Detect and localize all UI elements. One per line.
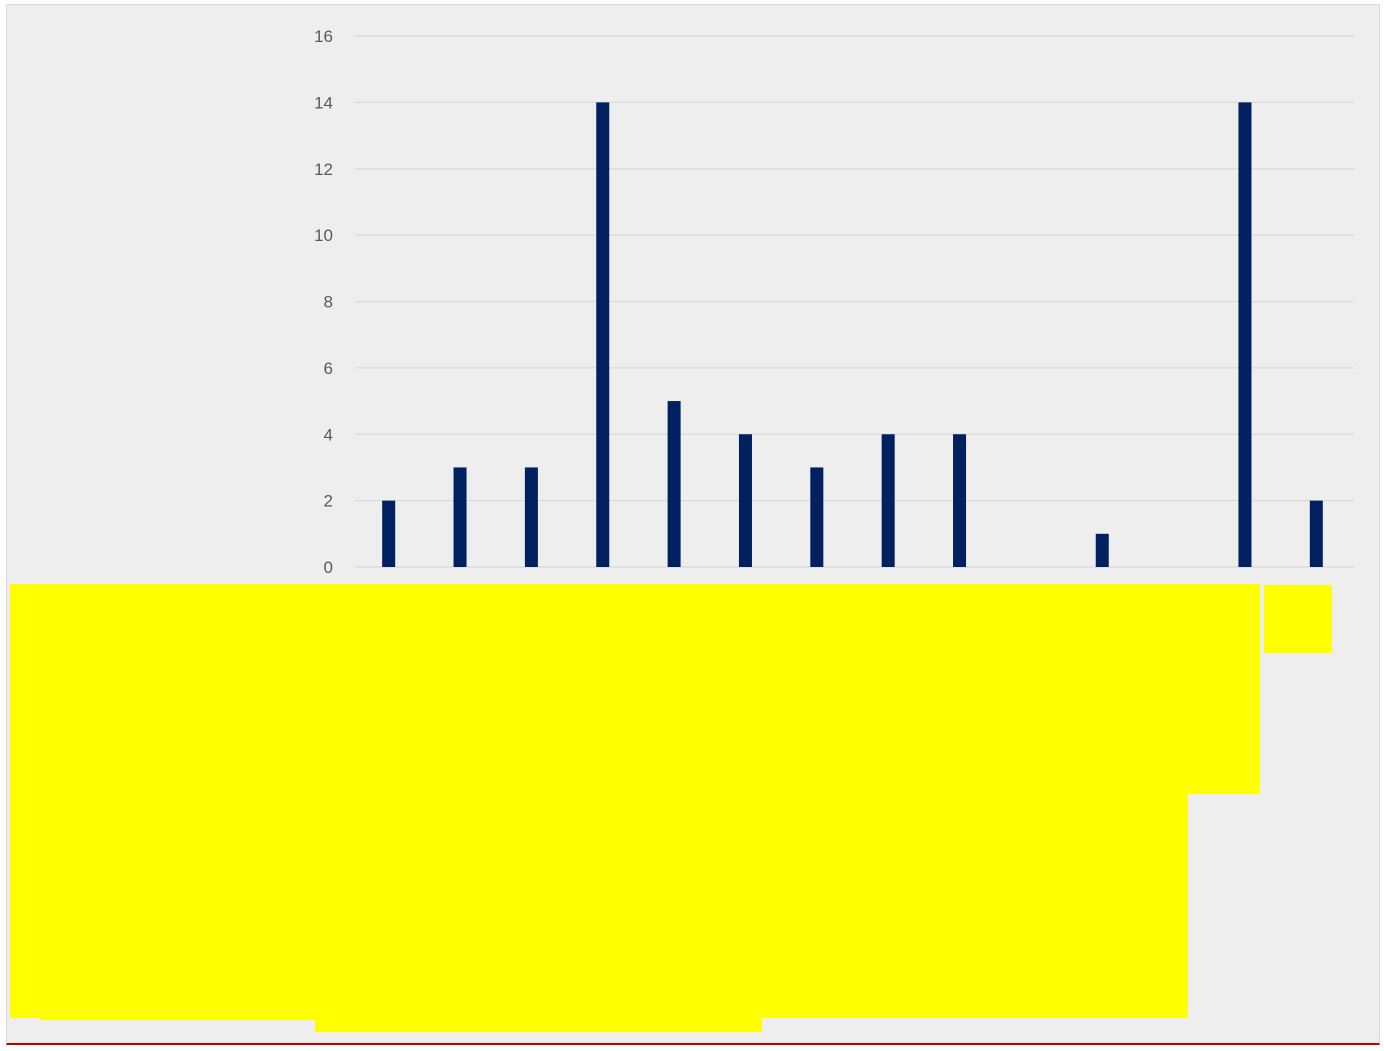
label-highlight-region-4 [315, 1010, 762, 1032]
label-highlight-region-1 [10, 584, 1260, 794]
label-highlight-region-3 [40, 980, 315, 1020]
y-tick-label-14: 14 [314, 93, 333, 112]
y-tick-label-12: 12 [314, 160, 333, 179]
bar-8 [881, 434, 895, 567]
y-tick-label-2: 2 [324, 492, 333, 511]
bars [382, 102, 1323, 567]
bar-4 [596, 102, 610, 567]
bar-14 [1309, 500, 1323, 567]
category-label-highlight [10, 584, 1332, 1032]
y-tick-label-8: 8 [324, 293, 333, 312]
bar-5 [667, 401, 681, 567]
bar-11 [1095, 533, 1109, 567]
y-tick-label-16: 16 [314, 27, 333, 46]
gridlines [355, 35, 1354, 568]
bar-7 [810, 467, 824, 567]
y-tick-label-6: 6 [324, 359, 333, 378]
bar-2 [453, 467, 467, 567]
bar-1 [382, 500, 396, 567]
bar-3 [524, 467, 538, 567]
label-highlight-region-5 [1264, 585, 1332, 653]
y-axis-ticks: 0 2 4 6 8 10 12 14 16 [314, 27, 333, 577]
y-tick-label-10: 10 [314, 226, 333, 245]
bar-6 [738, 434, 752, 567]
y-tick-label-4: 4 [324, 425, 333, 444]
y-tick-label-0: 0 [324, 558, 333, 577]
bar-9 [953, 434, 967, 567]
bar-13 [1238, 102, 1252, 567]
